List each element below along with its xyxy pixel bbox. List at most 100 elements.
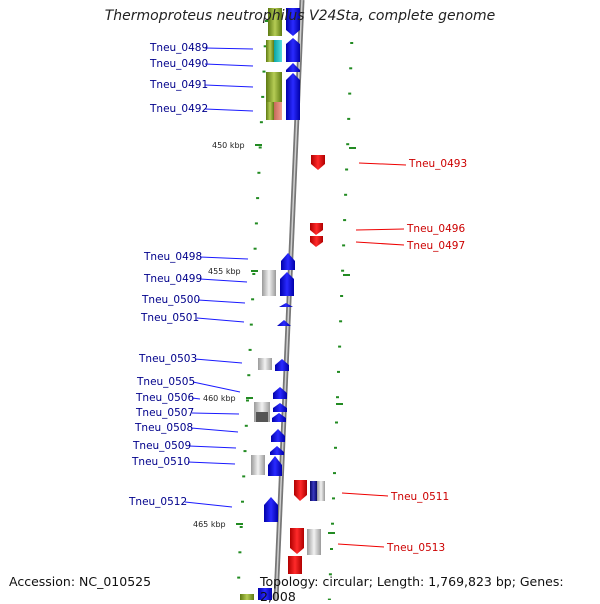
- feature-cluster-forward: [240, 253, 295, 600]
- gene-label-left[interactable]: Tneu_0510: [131, 456, 190, 468]
- gene-arrow-forward[interactable]: [281, 253, 295, 270]
- label-leader-line: [204, 84, 254, 88]
- cds-feature[interactable]: [268, 8, 282, 36]
- gene-label-right[interactable]: Tneu_0496: [406, 223, 465, 235]
- label-leader-line: [341, 492, 389, 497]
- gene-arrow-forward[interactable]: [272, 413, 286, 422]
- gene-label-left[interactable]: Tneu_0506: [135, 392, 194, 404]
- scale-tick-label: 460 kbp: [203, 394, 236, 403]
- cds-feature[interactable]: [258, 358, 272, 370]
- feature-cluster-reverse: [288, 155, 325, 574]
- label-leader-line: [199, 278, 248, 283]
- gene-arrow-forward[interactable]: [277, 320, 291, 326]
- gene-arrow-reverse[interactable]: [310, 236, 323, 247]
- gene-label-right[interactable]: Tneu_0497: [406, 240, 465, 252]
- cds-feature[interactable]: [256, 412, 268, 422]
- gene-label-left[interactable]: Tneu_0512: [128, 496, 187, 508]
- cds-feature[interactable]: [262, 270, 276, 296]
- cds-feature[interactable]: [251, 455, 265, 475]
- label-leader-line: [191, 412, 240, 415]
- gene-label-right[interactable]: Tneu_0493: [408, 158, 467, 170]
- label-leader-line: [355, 228, 405, 231]
- gene-arrow-forward[interactable]: [279, 303, 293, 307]
- gene-label-left[interactable]: Tneu_0491: [149, 79, 208, 91]
- scale-tick-minor: [339, 320, 343, 323]
- gene-arrow-forward[interactable]: [268, 456, 282, 476]
- gene-arrow-forward[interactable]: [280, 272, 294, 296]
- scale-tick-minor: [244, 424, 248, 427]
- scale-tick-minor: [257, 171, 261, 174]
- gene-arrow-forward[interactable]: [286, 102, 300, 120]
- cds-feature[interactable]: [266, 72, 282, 102]
- gene-arrow-reverse[interactable]: [311, 155, 325, 170]
- gene-label-left[interactable]: Tneu_0508: [134, 422, 193, 434]
- cds-feature[interactable]: [288, 556, 302, 574]
- label-leader-line: [197, 299, 246, 304]
- scale-tick-minor: [341, 269, 345, 272]
- scale-tick-minor: [334, 446, 337, 449]
- scale-ticks: 450 kbp 455 kbp 460 kbp 465 kbp: [193, 141, 356, 534]
- scale-tick-minor: [335, 421, 338, 424]
- gene-arrow-reverse[interactable]: [294, 480, 307, 501]
- scale-tick-minor: [338, 345, 342, 348]
- gene-arrow-forward[interactable]: [286, 63, 300, 72]
- gene-arrow-reverse[interactable]: [310, 223, 323, 235]
- label-leader-line: [194, 358, 243, 364]
- gene-label-left[interactable]: Tneu_0499: [143, 273, 202, 285]
- gene-arrow-forward[interactable]: [270, 446, 284, 455]
- cds-feature[interactable]: [240, 594, 254, 600]
- label-leader-line: [187, 461, 236, 465]
- gene-label-left[interactable]: Tneu_0498: [143, 251, 202, 263]
- gene-label-left[interactable]: Tneu_0500: [141, 294, 200, 306]
- gene-arrow-forward[interactable]: [286, 8, 300, 36]
- cds-feature[interactable]: [310, 481, 317, 501]
- gene-label-left[interactable]: Tneu_0509: [132, 440, 191, 452]
- gene-arrow-forward[interactable]: [264, 497, 278, 522]
- scale-tick-minor: [263, 45, 267, 48]
- gene-arrow-forward[interactable]: [273, 387, 287, 399]
- scale-tick-minor: [348, 92, 352, 95]
- scale-tick-minor: [328, 573, 332, 576]
- scale-tick-label: 455 kbp: [208, 267, 241, 276]
- gene-arrow-forward[interactable]: [271, 429, 285, 442]
- cds-feature[interactable]: [266, 102, 274, 120]
- cds-feature[interactable]: [307, 529, 321, 555]
- gene-label-right[interactable]: Tneu_0513: [386, 542, 445, 554]
- scale-tick-minor: [242, 475, 246, 478]
- gene-label-left[interactable]: Tneu_0490: [149, 58, 208, 70]
- gene-label-left[interactable]: Tneu_0489: [149, 42, 208, 54]
- label-leader-line: [192, 381, 241, 393]
- gene-label-left[interactable]: Tneu_0505: [136, 376, 195, 388]
- cds-feature[interactable]: [317, 481, 325, 501]
- gene-label-left[interactable]: Tneu_0503: [138, 353, 197, 365]
- cds-feature[interactable]: [274, 40, 282, 62]
- gene-label-left[interactable]: Tneu_0492: [149, 103, 208, 115]
- right-gene-labels: Tneu_0493 Tneu_0496 Tneu_0497 Tneu_0511 …: [337, 158, 467, 554]
- scale-tick-minor: [238, 551, 242, 554]
- scale-tick-minor: [333, 472, 336, 475]
- tick-marks-right: [327, 42, 354, 601]
- scale-tick-minor: [347, 117, 351, 120]
- scale-tick-minor: [258, 146, 262, 149]
- gene-arrow-forward[interactable]: [286, 38, 300, 62]
- gene-arrow-forward[interactable]: [273, 403, 287, 412]
- cds-feature[interactable]: [258, 588, 272, 600]
- scale-tick-label: 450 kbp: [212, 141, 245, 150]
- scale-tick-minor: [332, 497, 335, 500]
- cds-feature[interactable]: [266, 40, 274, 62]
- gene-arrow-forward[interactable]: [286, 73, 300, 102]
- scale-tick-minor: [265, 20, 268, 22]
- gene-arrow-forward[interactable]: [275, 359, 289, 371]
- scale-tick-minor: [239, 526, 243, 528]
- scale-tick-minor: [246, 399, 249, 402]
- label-leader-line: [196, 317, 245, 323]
- scale-tick-minor: [262, 70, 266, 73]
- gene-arrow-reverse[interactable]: [290, 528, 304, 554]
- gene-label-right[interactable]: Tneu_0511: [390, 491, 449, 503]
- label-leader-line: [184, 501, 233, 508]
- label-leader-line: [188, 445, 237, 449]
- gene-label-left[interactable]: Tneu_0501: [140, 312, 199, 324]
- cds-feature[interactable]: [274, 102, 282, 120]
- gene-label-left[interactable]: Tneu_0507: [135, 407, 194, 419]
